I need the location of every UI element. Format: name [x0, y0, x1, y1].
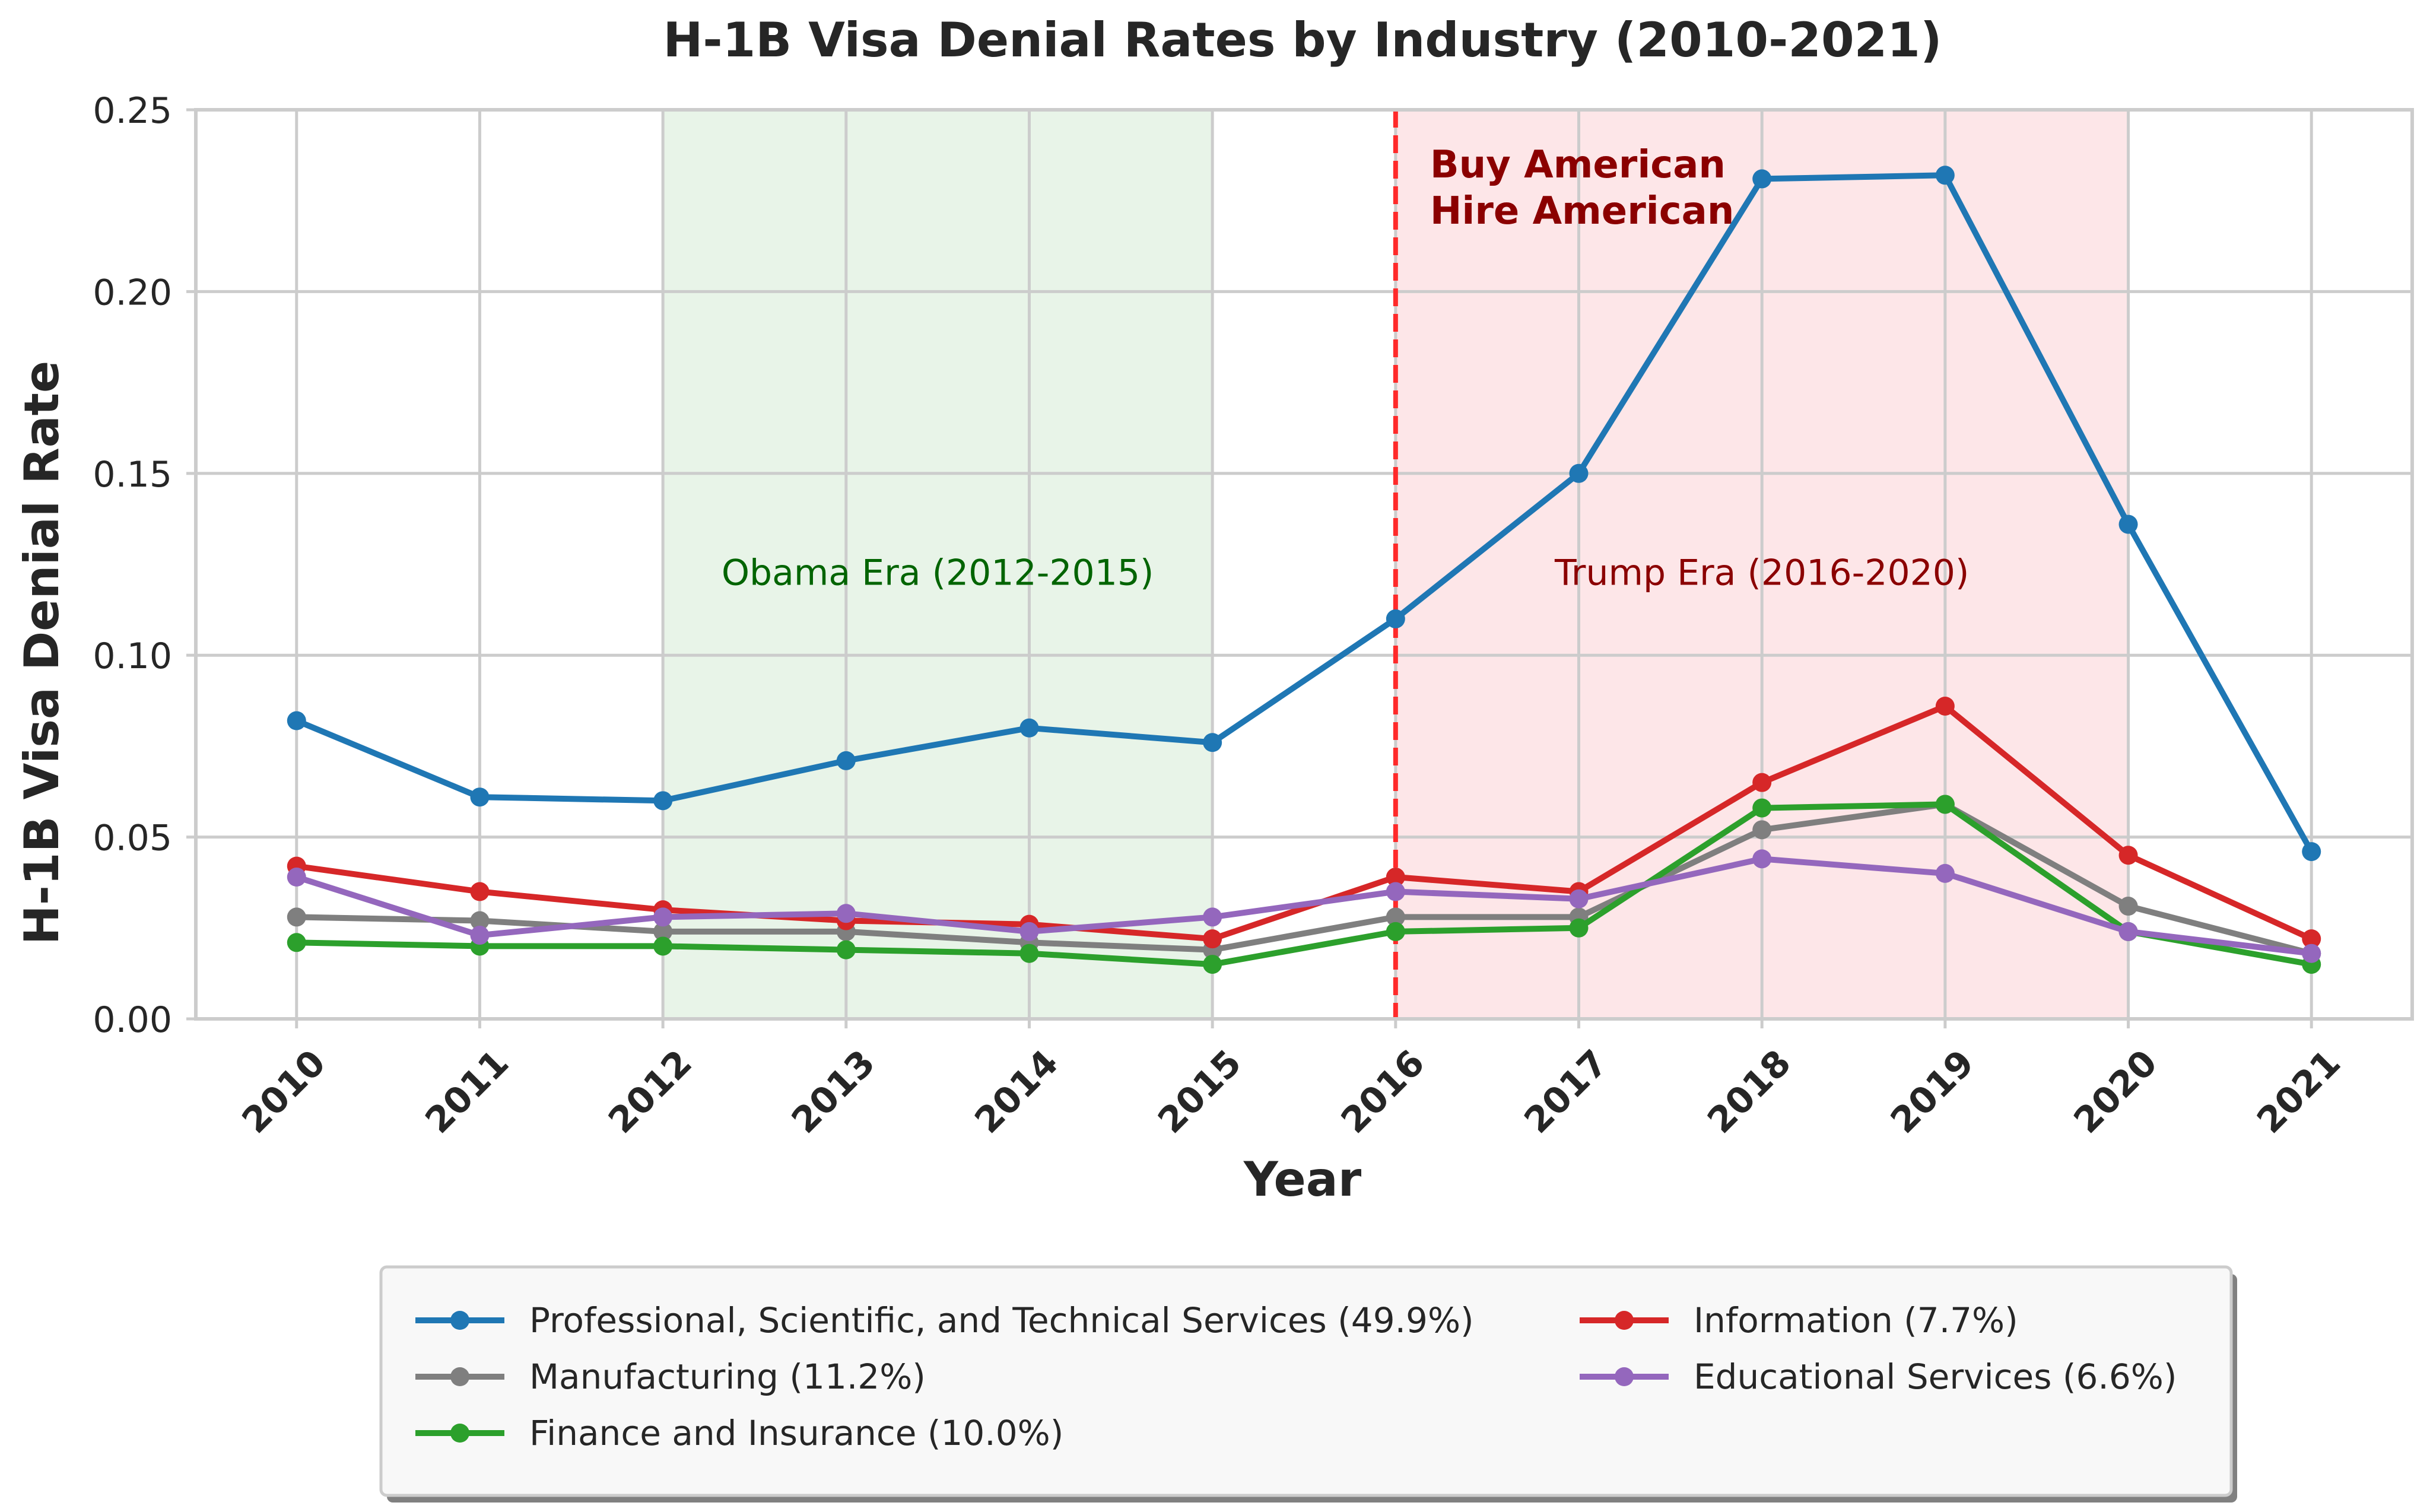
data-point-4-1 — [470, 926, 490, 945]
era-span-0 — [663, 110, 1213, 1019]
plot-border — [194, 108, 2414, 1021]
data-point-1-8 — [1752, 820, 1772, 840]
data-point-0-7 — [1569, 463, 1589, 483]
legend-label-3: Information (7.7%) — [1694, 1300, 2018, 1341]
data-point-0-3 — [836, 751, 856, 770]
data-point-4-6 — [1386, 882, 1405, 901]
series-line-2 — [293, 801, 2315, 968]
annotation-line-1: Hire American — [1430, 189, 1735, 233]
data-point-4-4 — [1019, 922, 1039, 941]
legend-marker-4 — [1615, 1367, 1634, 1386]
data-point-0-10 — [2118, 514, 2138, 534]
data-point-0-2 — [653, 791, 673, 811]
data-point-0-6 — [1386, 609, 1405, 628]
series-3 — [287, 696, 2321, 949]
data-point-3-11 — [2302, 929, 2321, 949]
data-point-1-1 — [470, 911, 490, 930]
legend-label-0: Professional, Scientific, and Technical … — [529, 1300, 1474, 1341]
series-line-4 — [293, 856, 2315, 957]
data-point-4-0 — [287, 868, 306, 887]
data-point-4-2 — [653, 907, 673, 927]
legend-label-4: Educational Services (6.6%) — [1694, 1357, 2177, 1397]
data-point-3-5 — [1203, 929, 1222, 949]
data-point-2-2 — [653, 936, 673, 956]
chart-title: H-1B Visa Denial Rates by Industry (2010… — [663, 12, 1942, 68]
data-point-2-5 — [1203, 955, 1222, 974]
data-point-4-7 — [1569, 889, 1589, 909]
series-line-1 — [293, 801, 2315, 957]
y-tick-label-3: 0.15 — [93, 454, 172, 495]
legend: Professional, Scientific, and Technical … — [379, 1265, 2237, 1503]
legend-label-2: Finance and Insurance (10.0%) — [529, 1413, 1063, 1453]
legend-marker-1 — [450, 1367, 469, 1386]
data-point-4-8 — [1752, 849, 1772, 869]
plot-area: Obama Era (2012-2015) Trump Era (2016-202… — [93, 90, 2414, 1142]
x-axis-label: Year — [1243, 1152, 1362, 1207]
data-point-1-10 — [2118, 897, 2138, 916]
series-4 — [287, 849, 2321, 963]
data-point-3-9 — [1935, 696, 1955, 716]
data-point-1-2 — [653, 922, 673, 941]
data-point-2-3 — [836, 940, 856, 960]
data-point-0-8 — [1752, 169, 1772, 189]
annotation-line-0: Buy American — [1430, 143, 1726, 187]
data-point-3-8 — [1752, 773, 1772, 792]
y-tick-label-0: 0.00 — [93, 999, 172, 1041]
data-point-0-9 — [1935, 166, 1955, 185]
data-point-4-9 — [1935, 863, 1955, 883]
era-label-1: Trump Era (2016-2020) — [1554, 552, 1969, 593]
legend-item-0: Professional, Scientific, and Technical … — [415, 1300, 1474, 1341]
legend-label-1: Manufacturing (11.2%) — [529, 1357, 926, 1397]
data-point-0-5 — [1203, 733, 1222, 752]
data-point-3-1 — [470, 882, 490, 901]
data-point-4-11 — [2302, 944, 2321, 963]
legend-marker-0 — [450, 1311, 469, 1330]
data-point-1-0 — [287, 907, 306, 927]
series-line-0 — [293, 172, 2315, 855]
legend-box — [379, 1265, 2233, 1497]
y-tick-label-5: 0.25 — [93, 90, 172, 132]
data-point-2-0 — [287, 933, 306, 952]
y-tick-label-4: 0.20 — [93, 272, 172, 313]
y-tick-label-1: 0.05 — [93, 818, 172, 859]
era-label-0: Obama Era (2012-2015) — [722, 552, 1154, 593]
data-point-3-10 — [2118, 846, 2138, 865]
data-point-4-3 — [836, 904, 856, 923]
legend-item-3: Information (7.7%) — [1580, 1300, 2018, 1341]
data-point-2-8 — [1752, 798, 1772, 818]
data-point-2-7 — [1569, 918, 1589, 938]
y-axis-label: H-1B Visa Denial Rate — [14, 361, 69, 945]
data-point-4-10 — [2118, 922, 2138, 941]
legend-item-1: Manufacturing (11.2%) — [415, 1357, 926, 1397]
legend-marker-2 — [450, 1424, 469, 1443]
data-point-2-4 — [1019, 944, 1039, 963]
data-point-1-6 — [1386, 907, 1405, 927]
legend-item-2: Finance and Insurance (10.0%) — [415, 1413, 1063, 1453]
data-point-0-1 — [470, 787, 490, 807]
series-line-3 — [293, 703, 2315, 942]
series-0 — [287, 166, 2321, 862]
legend-item-4: Educational Services (6.6%) — [1580, 1357, 2177, 1397]
data-point-4-5 — [1203, 907, 1222, 927]
data-point-0-0 — [287, 711, 306, 730]
data-point-0-11 — [2302, 842, 2321, 862]
data-point-3-6 — [1386, 868, 1405, 887]
data-point-2-6 — [1386, 922, 1405, 941]
data-point-2-9 — [1935, 795, 1955, 814]
data-point-0-4 — [1019, 718, 1039, 738]
legend-marker-3 — [1615, 1311, 1634, 1330]
y-tick-label-2: 0.10 — [93, 636, 172, 677]
